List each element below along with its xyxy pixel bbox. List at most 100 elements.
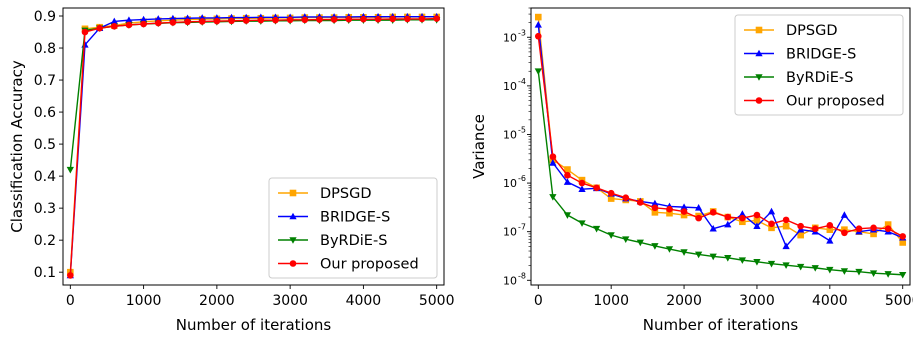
y-tick-exponent: -3 (518, 28, 526, 37)
x-tick-label: 5000 (419, 293, 455, 309)
legend-item: ByRDiE-S (744, 70, 853, 86)
series-byrdie-s (66, 17, 441, 174)
plot-frame (530, 7, 911, 286)
data-point (884, 271, 892, 278)
data-point (592, 225, 601, 233)
data-point (739, 218, 746, 226)
data-point (228, 17, 235, 25)
data-point (622, 236, 630, 244)
legend-label: DPSGD (786, 23, 838, 39)
data-point (242, 17, 250, 24)
data-point (753, 222, 761, 229)
legend-item: ByRDiE-S (278, 233, 387, 249)
x-tick-label: 2000 (666, 293, 702, 309)
data-point (768, 224, 775, 232)
data-point (840, 268, 849, 275)
chart-2: 01000200030004000500010-810-710-610-510-… (470, 7, 913, 334)
data-point (782, 216, 790, 224)
x-tick-label: 4000 (346, 293, 382, 309)
data-point (666, 205, 673, 213)
legend-item: DPSGD (278, 186, 372, 202)
data-point (826, 266, 834, 274)
data-point (578, 179, 586, 187)
data-point (272, 16, 279, 24)
data-point (389, 15, 397, 23)
data-point (680, 208, 688, 215)
legend-item: DPSGD (744, 23, 838, 39)
data-point (110, 22, 118, 30)
legend-marker (755, 97, 763, 104)
legend-marker (289, 260, 297, 267)
series-our-proposed (534, 32, 907, 240)
x-tick-label: 1000 (126, 293, 162, 309)
data-point (330, 16, 338, 23)
data-point (637, 199, 644, 206)
data-point (607, 232, 615, 239)
data-point (651, 243, 659, 250)
series-group (534, 13, 907, 279)
data-point (665, 246, 674, 253)
y-tick-exponent: -4 (518, 77, 526, 86)
data-point (826, 226, 834, 233)
y-tick-label: 0.5 (34, 137, 56, 153)
x-axis-label: Number of iterations (643, 316, 799, 334)
series-line (69, 15, 437, 276)
x-tick-label: 4000 (812, 293, 848, 309)
chart-1: 0 1000 2000 3000 4000 50000.10.20.30.40.50.60… (8, 7, 455, 334)
data-point (739, 214, 746, 222)
x-axis-label: Number of iterations (176, 316, 332, 334)
data-point (607, 189, 615, 197)
legend-marker (755, 26, 763, 34)
data-point (198, 18, 206, 25)
data-point (563, 178, 572, 185)
data-point (826, 236, 834, 244)
y-tick-label: 10 (503, 128, 517, 141)
data-point (213, 17, 221, 25)
y-tick-exponent: -7 (518, 223, 526, 232)
y-tick-label: 10 (503, 177, 517, 190)
data-point (855, 225, 863, 233)
data-point (811, 225, 819, 233)
y-tick-label: 0.2 (34, 233, 56, 249)
data-point (169, 19, 177, 26)
y-tick-label: 0.8 (34, 41, 56, 57)
data-point (66, 166, 74, 174)
legend-box (268, 177, 438, 279)
y-tick-label: 0.6 (34, 105, 56, 121)
data-point (797, 263, 805, 271)
plot-frame (62, 7, 445, 286)
data-point (768, 220, 775, 228)
x-tick-label: 2000 (199, 293, 235, 309)
data-point (797, 231, 804, 239)
data-point (695, 251, 703, 259)
x-axis-ticks: 0 1000 2000 3000 4000 5000 (534, 285, 913, 309)
data-point (782, 222, 790, 230)
data-point (753, 259, 761, 266)
data-point (534, 13, 542, 21)
x-tick-label: 1000 (593, 293, 629, 309)
legend-item: Our proposed (278, 257, 419, 273)
data-point (767, 260, 776, 268)
legend-item: BRIDGE-S (744, 47, 856, 63)
data-point (695, 214, 702, 222)
data-point (840, 211, 849, 218)
x-axis-ticks: 0 1000 2000 3000 4000 5000 (66, 285, 455, 309)
y-tick-label: 0.1 (34, 265, 56, 281)
data-point (899, 239, 907, 246)
series-group (66, 12, 441, 279)
data-point (286, 16, 294, 24)
legend-label: BRIDGE-S (320, 210, 390, 226)
data-point (564, 171, 571, 179)
data-point (767, 207, 776, 215)
data-point (709, 224, 717, 232)
series-line (537, 71, 903, 276)
data-point (651, 209, 659, 216)
data-point (870, 230, 877, 238)
y-tick-label: 0.7 (34, 73, 56, 89)
data-point (680, 203, 688, 210)
series-our-proposed (67, 15, 440, 279)
data-point (139, 15, 148, 23)
legend-marker (289, 189, 297, 197)
legend-marker (755, 74, 763, 81)
data-point (549, 153, 557, 160)
